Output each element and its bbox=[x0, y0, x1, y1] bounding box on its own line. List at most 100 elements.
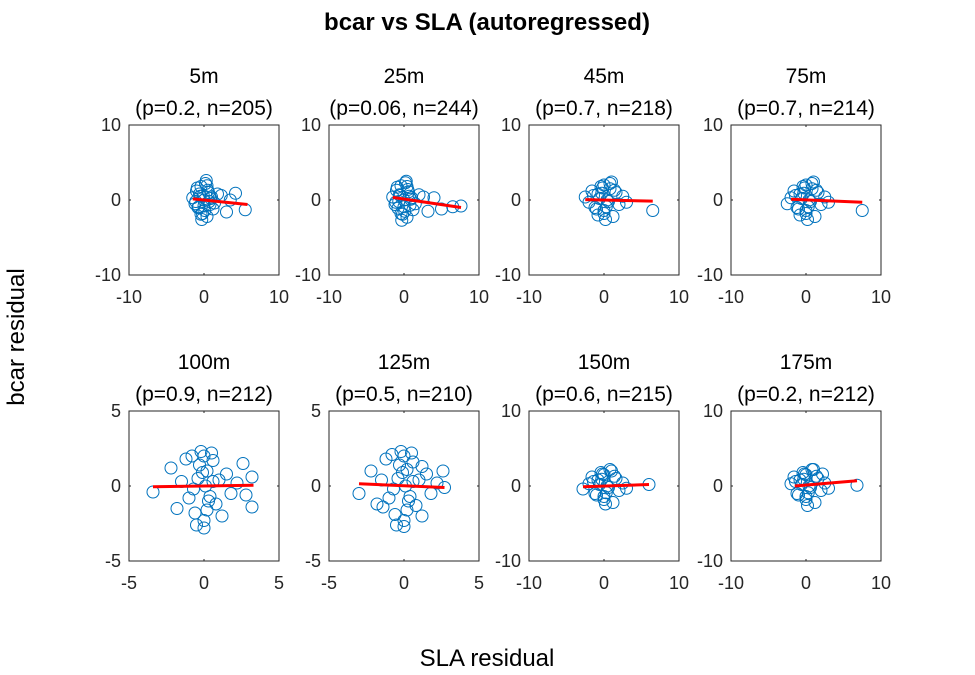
scatter-point bbox=[599, 497, 612, 511]
scatter-point bbox=[197, 514, 211, 527]
x-tick-label: -5 bbox=[321, 573, 337, 593]
scatter-point bbox=[390, 518, 403, 532]
scatter-point bbox=[620, 195, 633, 209]
scatter-point bbox=[193, 458, 206, 472]
subplot-4: -10 0 10 10 0 -10 75m (p=0.7, n=214) bbox=[697, 65, 891, 307]
scatter-point bbox=[195, 213, 209, 226]
scatter-point bbox=[206, 475, 220, 488]
scatter-point bbox=[807, 463, 820, 476]
x-tick-label: -10 bbox=[718, 573, 744, 593]
y-tick-label: -10 bbox=[495, 551, 521, 571]
scatter-point bbox=[605, 175, 618, 189]
y-tick-label: 0 bbox=[713, 190, 723, 210]
scatter-point bbox=[179, 452, 193, 466]
scatter-point bbox=[603, 177, 617, 190]
scatter-point bbox=[245, 500, 259, 514]
x-tick-label: 10 bbox=[469, 287, 489, 307]
y-tick-label: -10 bbox=[697, 265, 723, 285]
y-tick-label: 10 bbox=[703, 115, 723, 135]
scatter-point bbox=[608, 469, 621, 483]
scatter-point bbox=[805, 177, 819, 190]
y-tick-label: 10 bbox=[703, 401, 723, 421]
scatter-point bbox=[400, 503, 414, 517]
scatter-point bbox=[229, 186, 242, 200]
scatter-point bbox=[199, 174, 213, 187]
x-tick-label: 0 bbox=[801, 573, 811, 593]
subplot-title: 75m bbox=[786, 65, 827, 88]
y-tick-label: 5 bbox=[311, 401, 321, 421]
x-tick-label: 0 bbox=[199, 287, 209, 307]
y-tick-label: -10 bbox=[95, 265, 121, 285]
scatter-point bbox=[397, 514, 411, 527]
y-tick-label: 0 bbox=[111, 476, 121, 496]
subplot-subtitle: (p=0.9, n=212) bbox=[135, 383, 273, 406]
subplot-title: 150m bbox=[578, 351, 631, 374]
fit-line bbox=[585, 198, 653, 203]
y-tick-label: 0 bbox=[311, 476, 321, 496]
scatter-point bbox=[612, 198, 626, 211]
scatter-point bbox=[370, 497, 384, 511]
scatter-point bbox=[590, 488, 603, 502]
scatter-point bbox=[200, 179, 214, 193]
scatter-point bbox=[606, 496, 620, 509]
scatter-point bbox=[224, 487, 238, 500]
y-tick-label: -5 bbox=[105, 551, 121, 571]
scatter-point bbox=[220, 467, 233, 481]
scatter-point bbox=[398, 204, 412, 218]
x-tick-label: 10 bbox=[871, 573, 891, 593]
scatter-point bbox=[409, 499, 423, 512]
scatter-point bbox=[420, 467, 433, 481]
scatter-point bbox=[402, 494, 415, 508]
subplot-6: -5 0 5 5 0 -5 125m (p=0.5, n=210) bbox=[305, 351, 484, 593]
scatter-point bbox=[789, 189, 802, 202]
scatter-point bbox=[436, 464, 450, 478]
scatter-point bbox=[792, 202, 805, 216]
scatter-point bbox=[396, 466, 409, 479]
scatter-point bbox=[814, 198, 828, 211]
y-tick-label: 0 bbox=[511, 190, 521, 210]
scatter-point bbox=[399, 174, 413, 188]
subplot-title: 175m bbox=[780, 351, 833, 374]
y-tick-label: 0 bbox=[111, 190, 121, 210]
x-tick-label: 10 bbox=[669, 573, 689, 593]
scatter-point bbox=[799, 490, 813, 503]
scatter-point bbox=[807, 175, 820, 189]
scatter-point bbox=[187, 482, 200, 496]
subplot-1: -10 0 10 10 0 -10 5m (p=0.2, n=205) bbox=[95, 65, 289, 307]
scatter-point bbox=[805, 182, 819, 196]
scatter-point bbox=[164, 461, 178, 475]
scatter-point bbox=[194, 445, 208, 458]
scatter-point bbox=[170, 502, 184, 515]
scatter-point bbox=[801, 499, 814, 512]
scatter-point bbox=[597, 207, 611, 220]
fit-line bbox=[358, 482, 445, 489]
figure-title: bcar vs SLA (autoregressed) bbox=[324, 9, 650, 36]
y-tick-label: 10 bbox=[501, 115, 521, 135]
x-tick-label: -10 bbox=[718, 287, 744, 307]
scatter-point bbox=[415, 509, 429, 523]
fit-line bbox=[152, 483, 254, 489]
scatter-point bbox=[597, 490, 611, 503]
scatter-point bbox=[206, 454, 220, 467]
scatter-point bbox=[405, 446, 418, 460]
scatter-point bbox=[197, 521, 211, 535]
scatter-point bbox=[421, 204, 435, 218]
scatter-point bbox=[206, 202, 220, 216]
scatter-point bbox=[789, 475, 802, 488]
scatter-point bbox=[810, 469, 823, 483]
scatter-point bbox=[801, 213, 814, 226]
scatter-point bbox=[194, 207, 208, 221]
y-tick-label: 0 bbox=[511, 476, 521, 496]
fit-line bbox=[582, 483, 650, 489]
scatter-point bbox=[388, 508, 402, 521]
scatter-point bbox=[606, 210, 620, 223]
subplot-3: -10 0 10 10 0 -10 45m (p=0.7, n=218) bbox=[495, 65, 689, 307]
y-tick-label: -10 bbox=[295, 265, 321, 285]
subplot-title: 5m bbox=[189, 65, 218, 88]
x-tick-label: 10 bbox=[669, 287, 689, 307]
scatter-point bbox=[620, 481, 633, 495]
y-tick-label: -10 bbox=[495, 265, 521, 285]
scatter-point bbox=[223, 193, 237, 207]
scatter-point bbox=[352, 487, 366, 500]
